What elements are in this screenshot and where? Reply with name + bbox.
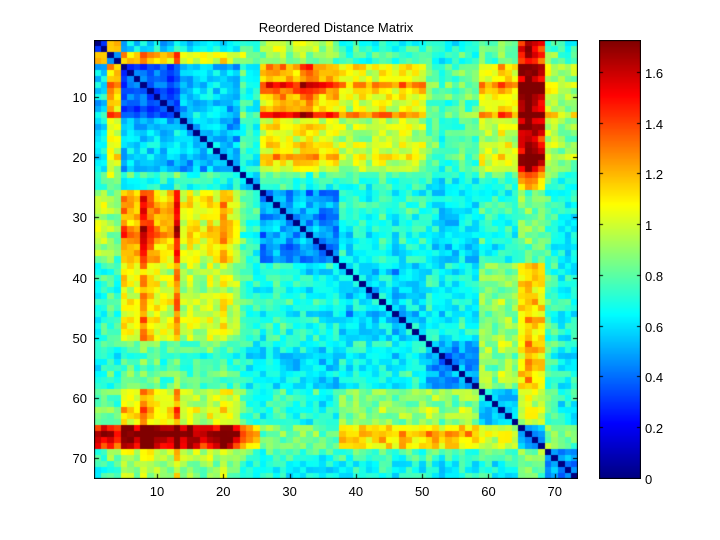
x-tick-label: 50 [414,484,430,499]
y-tick-label: 10 [72,90,87,106]
y-tick-label: 20 [72,150,87,166]
colorbar-tick-label: 0 [645,472,653,487]
y-tick-label: 70 [72,450,87,466]
colorbar-tick-label: 1.2 [645,167,664,183]
y-tick-label: 60 [72,390,87,406]
x-tick-label: 40 [348,484,364,499]
colorbar-tick-label: 1 [645,218,653,234]
colorbar-tick-label: 1.4 [645,116,664,132]
x-tick-label: 30 [282,484,297,499]
x-tick-label: 60 [481,484,496,499]
colorbar-tick-label: 1.6 [645,65,664,81]
plot-title: Reordered Distance Matrix [258,20,414,35]
colorbar-tick-label: 0.6 [645,319,664,335]
colorbar-tick-label: 0.4 [645,370,664,386]
y-tick-label: 50 [72,330,87,346]
colorbar-tick-label: 0.8 [645,268,664,284]
colorbar-tick-label: 0.2 [645,421,664,437]
y-tick-label: 30 [72,210,87,226]
x-tick-label: 20 [216,484,231,499]
y-tick-label: 40 [72,270,87,286]
colorbar-canvas [599,40,641,479]
x-tick-label: 70 [547,484,563,499]
x-tick-label: 10 [149,484,165,499]
heatmap-canvas [94,40,578,479]
